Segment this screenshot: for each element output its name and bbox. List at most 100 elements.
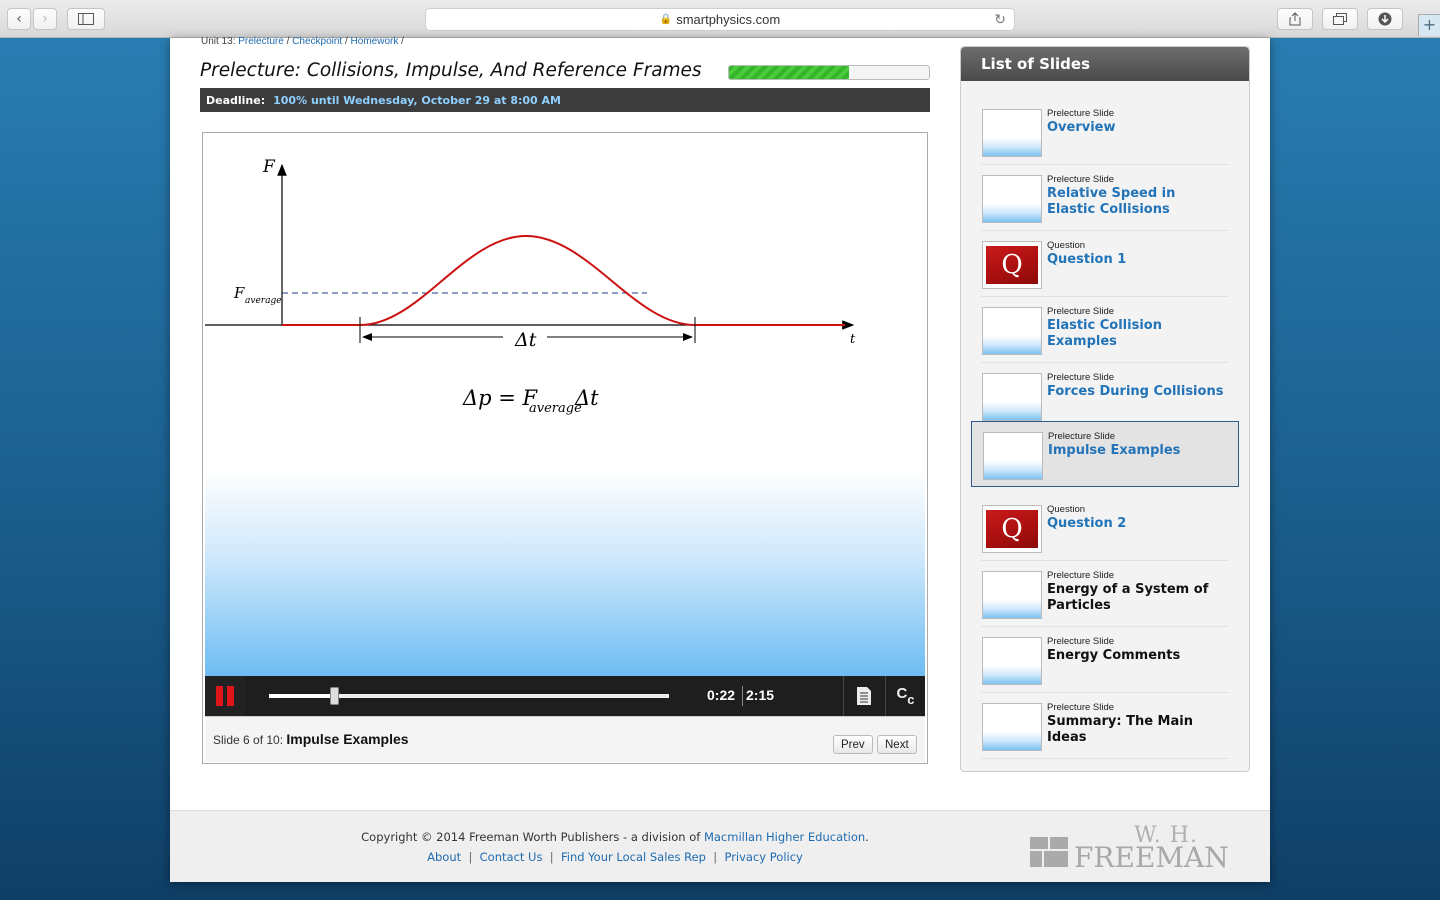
seek-played: [269, 694, 335, 698]
browser-toolbar: ‹ › 🔒 smartphysics.com ↻ +: [0, 0, 1440, 38]
thumbnail-preview: [983, 374, 1041, 420]
footer-links: About | Contact Us | Find Your Local Sal…: [170, 850, 1060, 864]
thumbnail-preview: [983, 572, 1041, 618]
breadcrumb-prefix: Unit 13:: [201, 36, 236, 46]
logo-freeman-text: FREEMAN: [1074, 841, 1229, 874]
pause-icon: [227, 686, 234, 706]
duration: 2:15: [746, 687, 775, 703]
current-slide-title: Impulse Examples: [286, 731, 409, 747]
prev-button[interactable]: Prev: [833, 735, 873, 754]
breadcrumb-homework[interactable]: Homework: [350, 36, 399, 46]
slide-name: Energy of a System of Particles: [1047, 582, 1209, 613]
link-divider: |: [546, 850, 558, 864]
slide-thumbnail: [982, 307, 1042, 355]
macmillan-link[interactable]: Macmillan Higher Education: [703, 830, 866, 844]
breadcrumb-separator: /: [344, 36, 348, 46]
sales-rep-link[interactable]: Find Your Local Sales Rep: [560, 850, 706, 864]
link-divider: |: [709, 850, 721, 864]
slide-type: Prelecture Slide: [1047, 108, 1115, 119]
equation-subscript: average: [529, 401, 582, 416]
y-axis-label: F: [262, 157, 276, 177]
deadline-label: Deadline:: [206, 93, 266, 107]
copyright-text: Copyright © 2014 Freeman Worth Publisher…: [361, 830, 701, 844]
slide-type: Prelecture Slide: [1047, 636, 1115, 647]
completion-progress-bar: [728, 65, 930, 80]
delta-t-label: Δt: [514, 329, 537, 351]
new-tab-icon[interactable]: +: [1418, 14, 1440, 36]
slide-type: Prelecture Slide: [1047, 702, 1115, 713]
pause-icon: [216, 686, 223, 706]
question-q-icon: Q: [986, 246, 1038, 284]
breadcrumb-separator: /: [286, 36, 290, 46]
time-separator: [742, 686, 743, 706]
next-button[interactable]: Next: [877, 735, 917, 754]
lock-icon: 🔒: [659, 14, 673, 25]
breadcrumb-separator: /: [401, 36, 404, 46]
slide-thumbnail: [982, 109, 1042, 157]
seek-bar[interactable]: [269, 687, 669, 705]
slide-thumbnail: [983, 432, 1043, 480]
about-link[interactable]: About: [427, 850, 462, 864]
thumbnail-preview: [983, 176, 1041, 222]
slide-type: Question: [1047, 504, 1086, 515]
page-title: Prelecture: Collisions, Impulse, And Ref…: [200, 60, 702, 81]
slide-list-item[interactable]: Prelecture Slide Energy Comments: [981, 627, 1229, 693]
thumbnail-preview: [983, 638, 1041, 684]
pause-button[interactable]: [205, 676, 245, 716]
slide-list-item[interactable]: Prelecture Slide Overview: [981, 99, 1229, 165]
slide-list-item[interactable]: Q Question Question 1: [981, 231, 1229, 297]
privacy-policy-link[interactable]: Privacy Policy: [724, 850, 803, 864]
slide-list-item[interactable]: Prelecture Slide Summary: The Main Ideas: [981, 693, 1229, 759]
slide-type: Question: [1047, 240, 1086, 251]
slide-list-item[interactable]: Prelecture Slide Elastic Collision Exampl…: [981, 297, 1229, 363]
slide-name: Impulse Examples: [1048, 443, 1181, 458]
slide-list-title: List of Slides: [961, 47, 1249, 81]
x-axis-label: t: [850, 332, 856, 347]
slide-canvas[interactable]: F t F average Δt Δp = F average Δt: [205, 135, 925, 676]
copyright-end: .: [865, 830, 869, 844]
question-thumbnail: Q: [982, 505, 1042, 553]
sidebar-toggle-icon[interactable]: [67, 8, 105, 30]
transcript-icon[interactable]: [843, 676, 883, 716]
slide-player: F t F average Δt Δp = F average Δt 0:22 …: [202, 132, 928, 764]
slide-type: Prelecture Slide: [1048, 431, 1116, 442]
breadcrumb-checkpoint[interactable]: Checkpoint: [292, 36, 343, 46]
breadcrumb-prelecture[interactable]: Prelecture: [238, 36, 284, 46]
breadcrumb: Unit 13: Prelecture / Checkpoint / Homew…: [201, 36, 404, 46]
slide-list-item[interactable]: Q Question Question 2: [981, 495, 1229, 561]
reload-icon[interactable]: ↻: [994, 11, 1006, 27]
back-icon[interactable]: ‹: [7, 8, 31, 30]
slide-thumbnail: [982, 373, 1042, 421]
slide-name: Overview: [1047, 120, 1116, 135]
share-icon[interactable]: [1277, 8, 1313, 30]
slide-list-item[interactable]: Prelecture Slide Impulse Examples: [971, 421, 1239, 487]
slide-name: Relative Speed in Elastic Collisions: [1047, 186, 1176, 217]
download-icon[interactable]: [1367, 8, 1403, 30]
slide-list-item[interactable]: Prelecture Slide Forces During Collisions: [981, 363, 1229, 429]
seek-thumb[interactable]: [330, 687, 340, 705]
contact-us-link[interactable]: Contact Us: [479, 850, 543, 864]
slide-name: Summary: The Main Ideas: [1047, 714, 1193, 745]
thumbnail-preview: [983, 704, 1041, 750]
address-bar[interactable]: 🔒 smartphysics.com ↻: [425, 8, 1015, 31]
thumbnail-preview: [983, 110, 1041, 156]
slide-list-item[interactable]: Prelecture Slide Energy of a System of Pa…: [981, 561, 1229, 627]
question-thumbnail: Q: [982, 241, 1042, 289]
logo-blocks-icon: [1030, 837, 1070, 867]
slide-thumbnail: [982, 571, 1042, 619]
logo-wh-text: W. H.: [1134, 823, 1198, 848]
question-q-icon: Q: [986, 510, 1038, 548]
slide-type: Prelecture Slide: [1047, 570, 1115, 581]
slide-list-item[interactable]: Prelecture Slide Relative Speed in Elasti…: [981, 165, 1229, 231]
slide-name: Question 2: [1047, 516, 1127, 531]
copyright: Copyright © 2014 Freeman Worth Publisher…: [170, 830, 1060, 844]
progress-fill: [729, 66, 849, 79]
thumbnail-preview: [984, 433, 1042, 479]
deadline-value: 100% until Wednesday, October 29 at 8:00…: [273, 93, 561, 107]
tabs-icon[interactable]: [1322, 8, 1358, 30]
forward-icon[interactable]: ›: [33, 8, 57, 30]
slide-type: Prelecture Slide: [1047, 372, 1115, 383]
slide-thumbnail: [982, 703, 1042, 751]
